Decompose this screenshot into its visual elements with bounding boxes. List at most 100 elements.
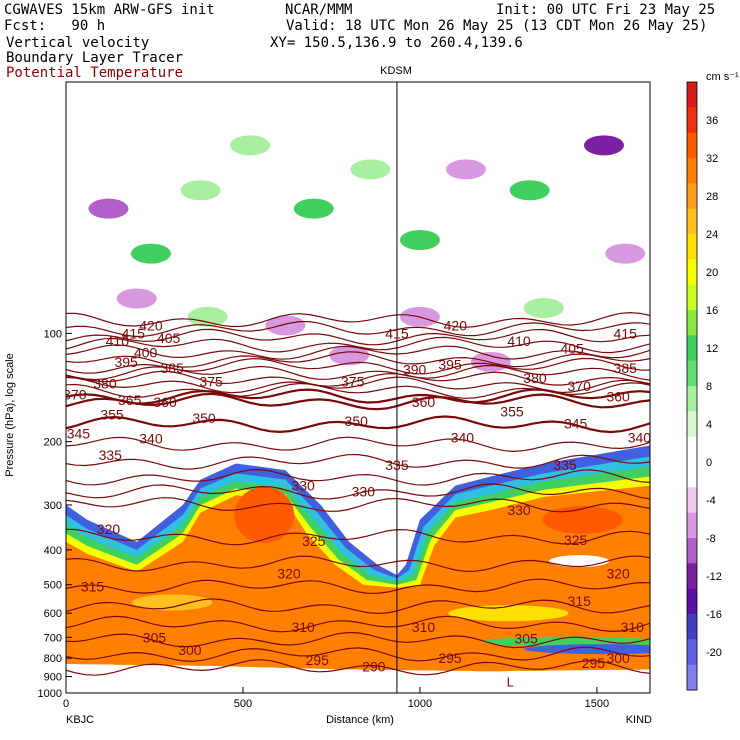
colorbar-label-0: 0 [706,457,712,469]
shading-upper-cell-15 [523,297,564,318]
org-label: NCAR/MMM [285,2,353,18]
y-tick-label-700: 700 [44,632,62,644]
theta-label-6: 395 [114,354,138,370]
theta-contour-375 [66,376,650,394]
theta-contour-415 [66,321,650,338]
theta-label-38: 360 [412,394,436,410]
colorbar-label--20: -20 [706,647,722,659]
colorbar-label--12: -12 [706,571,722,583]
theta-label-54: 305 [514,630,538,646]
theta-label-48: 325 [564,532,588,548]
theta-label-55: 300 [606,650,630,666]
shading-upper-cell-1 [88,198,129,219]
shading-upper-cell-10 [583,135,624,156]
y-tick-label-600: 600 [44,608,62,620]
colorbar-frame [686,81,698,691]
field-boundary-layer-tracer: Boundary Layer Tracer [6,50,184,66]
colorbar-swatch-2 [687,107,697,134]
theta-label-15: 345 [67,426,91,442]
shading-low-level-blue [524,644,650,655]
theta-label-49: 320 [277,565,301,581]
shading-upper-cell-11 [605,243,646,264]
theta-label-8: 380 [93,376,117,392]
vertical-velocity-field [66,135,650,693]
theta-label-20: 320 [97,521,121,537]
theta-label-4: 405 [157,330,181,346]
colorbar-label-4: 4 [706,419,712,431]
field-potential-temperature: Potential Temperature [6,65,184,81]
theta-contour-345 [66,453,650,470]
colorbar-label--8: -8 [706,533,716,545]
theta-contour-325 [66,528,650,546]
theta-label-53: 310 [621,619,645,635]
y-tick-label-400: 400 [44,545,62,557]
right-endpoint-label: KIND [626,714,652,726]
theta-label-52: 310 [412,619,436,635]
shading-upper-cell-13 [265,315,306,336]
theta-label-36: 375 [341,373,365,389]
y-tick-label-1000: 1000 [38,688,62,700]
colorbar-swatch-24 [687,664,697,691]
theta-label-24: 300 [178,642,202,658]
init-time: Init: 00 UTC Fri 23 May 25 [496,2,716,18]
colorbar-label-12: 12 [706,343,718,355]
theta-label-30: 405 [560,340,584,356]
terrain-fill [66,667,650,693]
shading-yellow-band-1 [132,594,213,611]
theta-label-17: 335 [99,447,123,463]
theta-label-10: 370 [63,387,87,403]
shading-downdraft-pocket [549,555,610,568]
colorbar-label-24: 24 [706,229,718,241]
colorbar-swatch-9 [687,284,697,311]
theta-label-57: 295 [438,650,462,666]
theta-contour-300 [66,631,650,649]
forecast-hour: Fcst: 90 h [4,18,106,34]
low-center-marker: L [507,675,514,690]
colorbar-swatch-3 [687,132,697,159]
colorbar-swatch-10 [687,310,697,336]
theta-contour-390 [66,357,650,375]
theta-contour-320 [66,555,650,572]
y-tick-label-100: 100 [44,328,62,340]
theta-label-37: 370 [568,378,592,394]
colorbar-swatch-20 [687,563,697,590]
colorbar-swatch-13 [687,386,697,412]
theta-label-35: 380 [523,370,547,386]
colorbar-label--4: -4 [706,495,716,507]
colorbar-swatch-12 [687,360,697,387]
colorbar-swatch-19 [687,538,697,564]
shading-upper-cell-3 [180,180,221,201]
theta-label-47: 330 [507,502,531,518]
theta-contour-420 [66,311,650,328]
colorbar-swatch-22 [687,614,697,640]
colorbar-label-16: 16 [706,305,718,317]
theta-label-13: 355 [100,406,124,422]
station-marker-label: KDSM [380,65,412,77]
colorbar-swatch-18 [687,512,697,539]
left-endpoint-label: KBJC [66,714,94,726]
plot-frame [65,81,651,694]
theta-contour-350 [66,436,650,453]
y-tick-label-300: 300 [44,500,62,512]
theta-contours [66,82,650,693]
colorbar-swatch-8 [687,259,697,286]
shading-upper-cell-8 [445,159,486,180]
theta-label-42: 340 [628,430,652,446]
colorbar-units: cm s⁻¹ [706,71,739,83]
colorbar-swatch-21 [687,588,697,615]
colorbar-swatch-17 [687,487,697,514]
x-axis-label: Distance (km) [326,714,394,726]
colorbar-swatch-15 [687,436,697,463]
x-tick-label-0: 0 [63,698,69,710]
x-tick-label-500: 500 [234,698,252,710]
theta-label-22: 310 [291,619,315,635]
theta-label-16: 340 [139,430,163,446]
theta-label-12: 360 [153,394,177,410]
colorbar-label-36: 36 [706,115,718,127]
theta-contour-290 [66,659,650,676]
shading-upper-cell-7 [399,229,440,250]
